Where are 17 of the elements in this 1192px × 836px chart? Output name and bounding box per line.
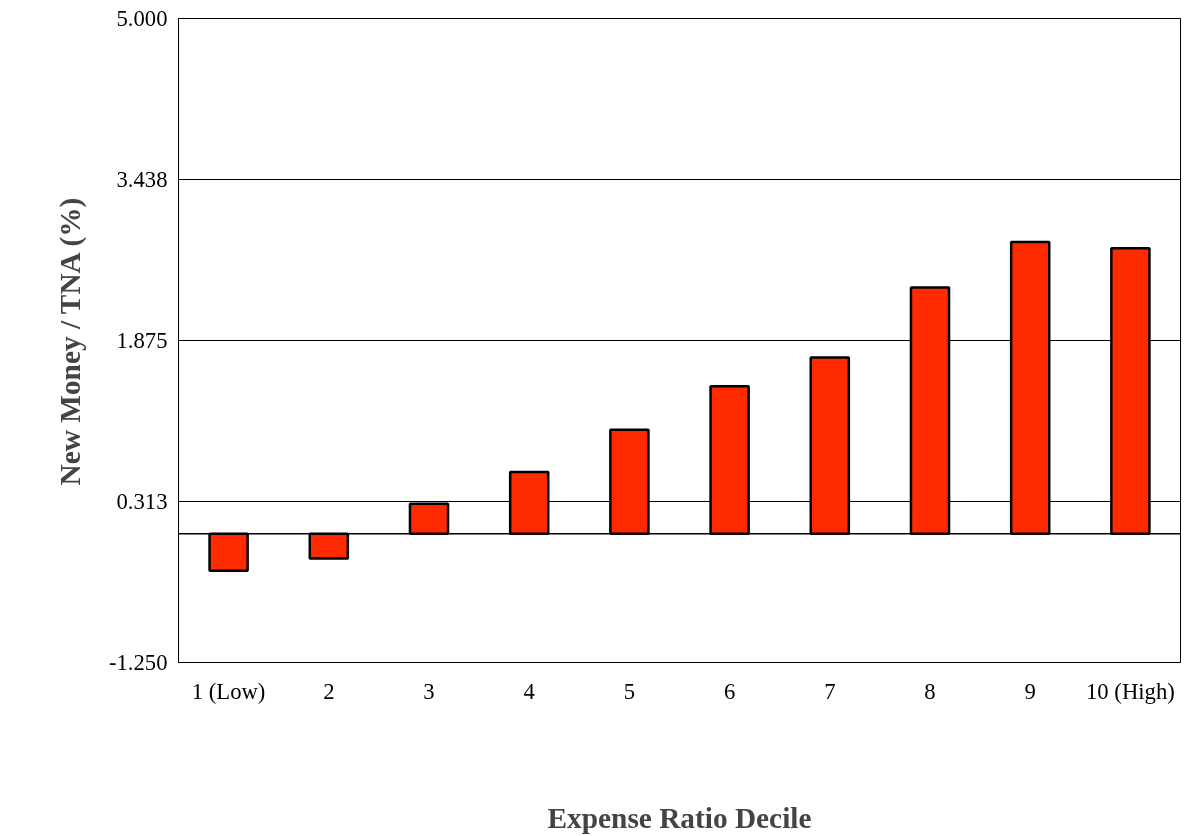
x-tick-label: 2 xyxy=(323,678,335,704)
y-tick-label: 5.000 xyxy=(116,6,168,31)
y-tick-label: 1.875 xyxy=(116,328,168,353)
y-axis-title: New Money / TNA (%) xyxy=(53,197,87,486)
x-tick-label: 5 xyxy=(623,678,636,704)
x-tick-label: 3 xyxy=(423,678,435,704)
x-tick-label: 6 xyxy=(723,678,736,704)
y-tick-label: 3.438 xyxy=(116,166,168,192)
x-tick-label: 10 (High) xyxy=(1086,678,1175,704)
y-tick-label: -1.250 xyxy=(108,650,168,675)
x-tick-label: 8 xyxy=(924,678,936,704)
x-tick-label: 1 (Low) xyxy=(191,678,266,704)
x-tick-label: 7 xyxy=(824,678,836,704)
y-tick-label: 0.313 xyxy=(116,488,168,514)
x-tick-label: 4 xyxy=(523,678,535,704)
x-axis-title: Expense Ratio Decile xyxy=(547,801,812,834)
x-tick-label: 9 xyxy=(1024,678,1036,704)
